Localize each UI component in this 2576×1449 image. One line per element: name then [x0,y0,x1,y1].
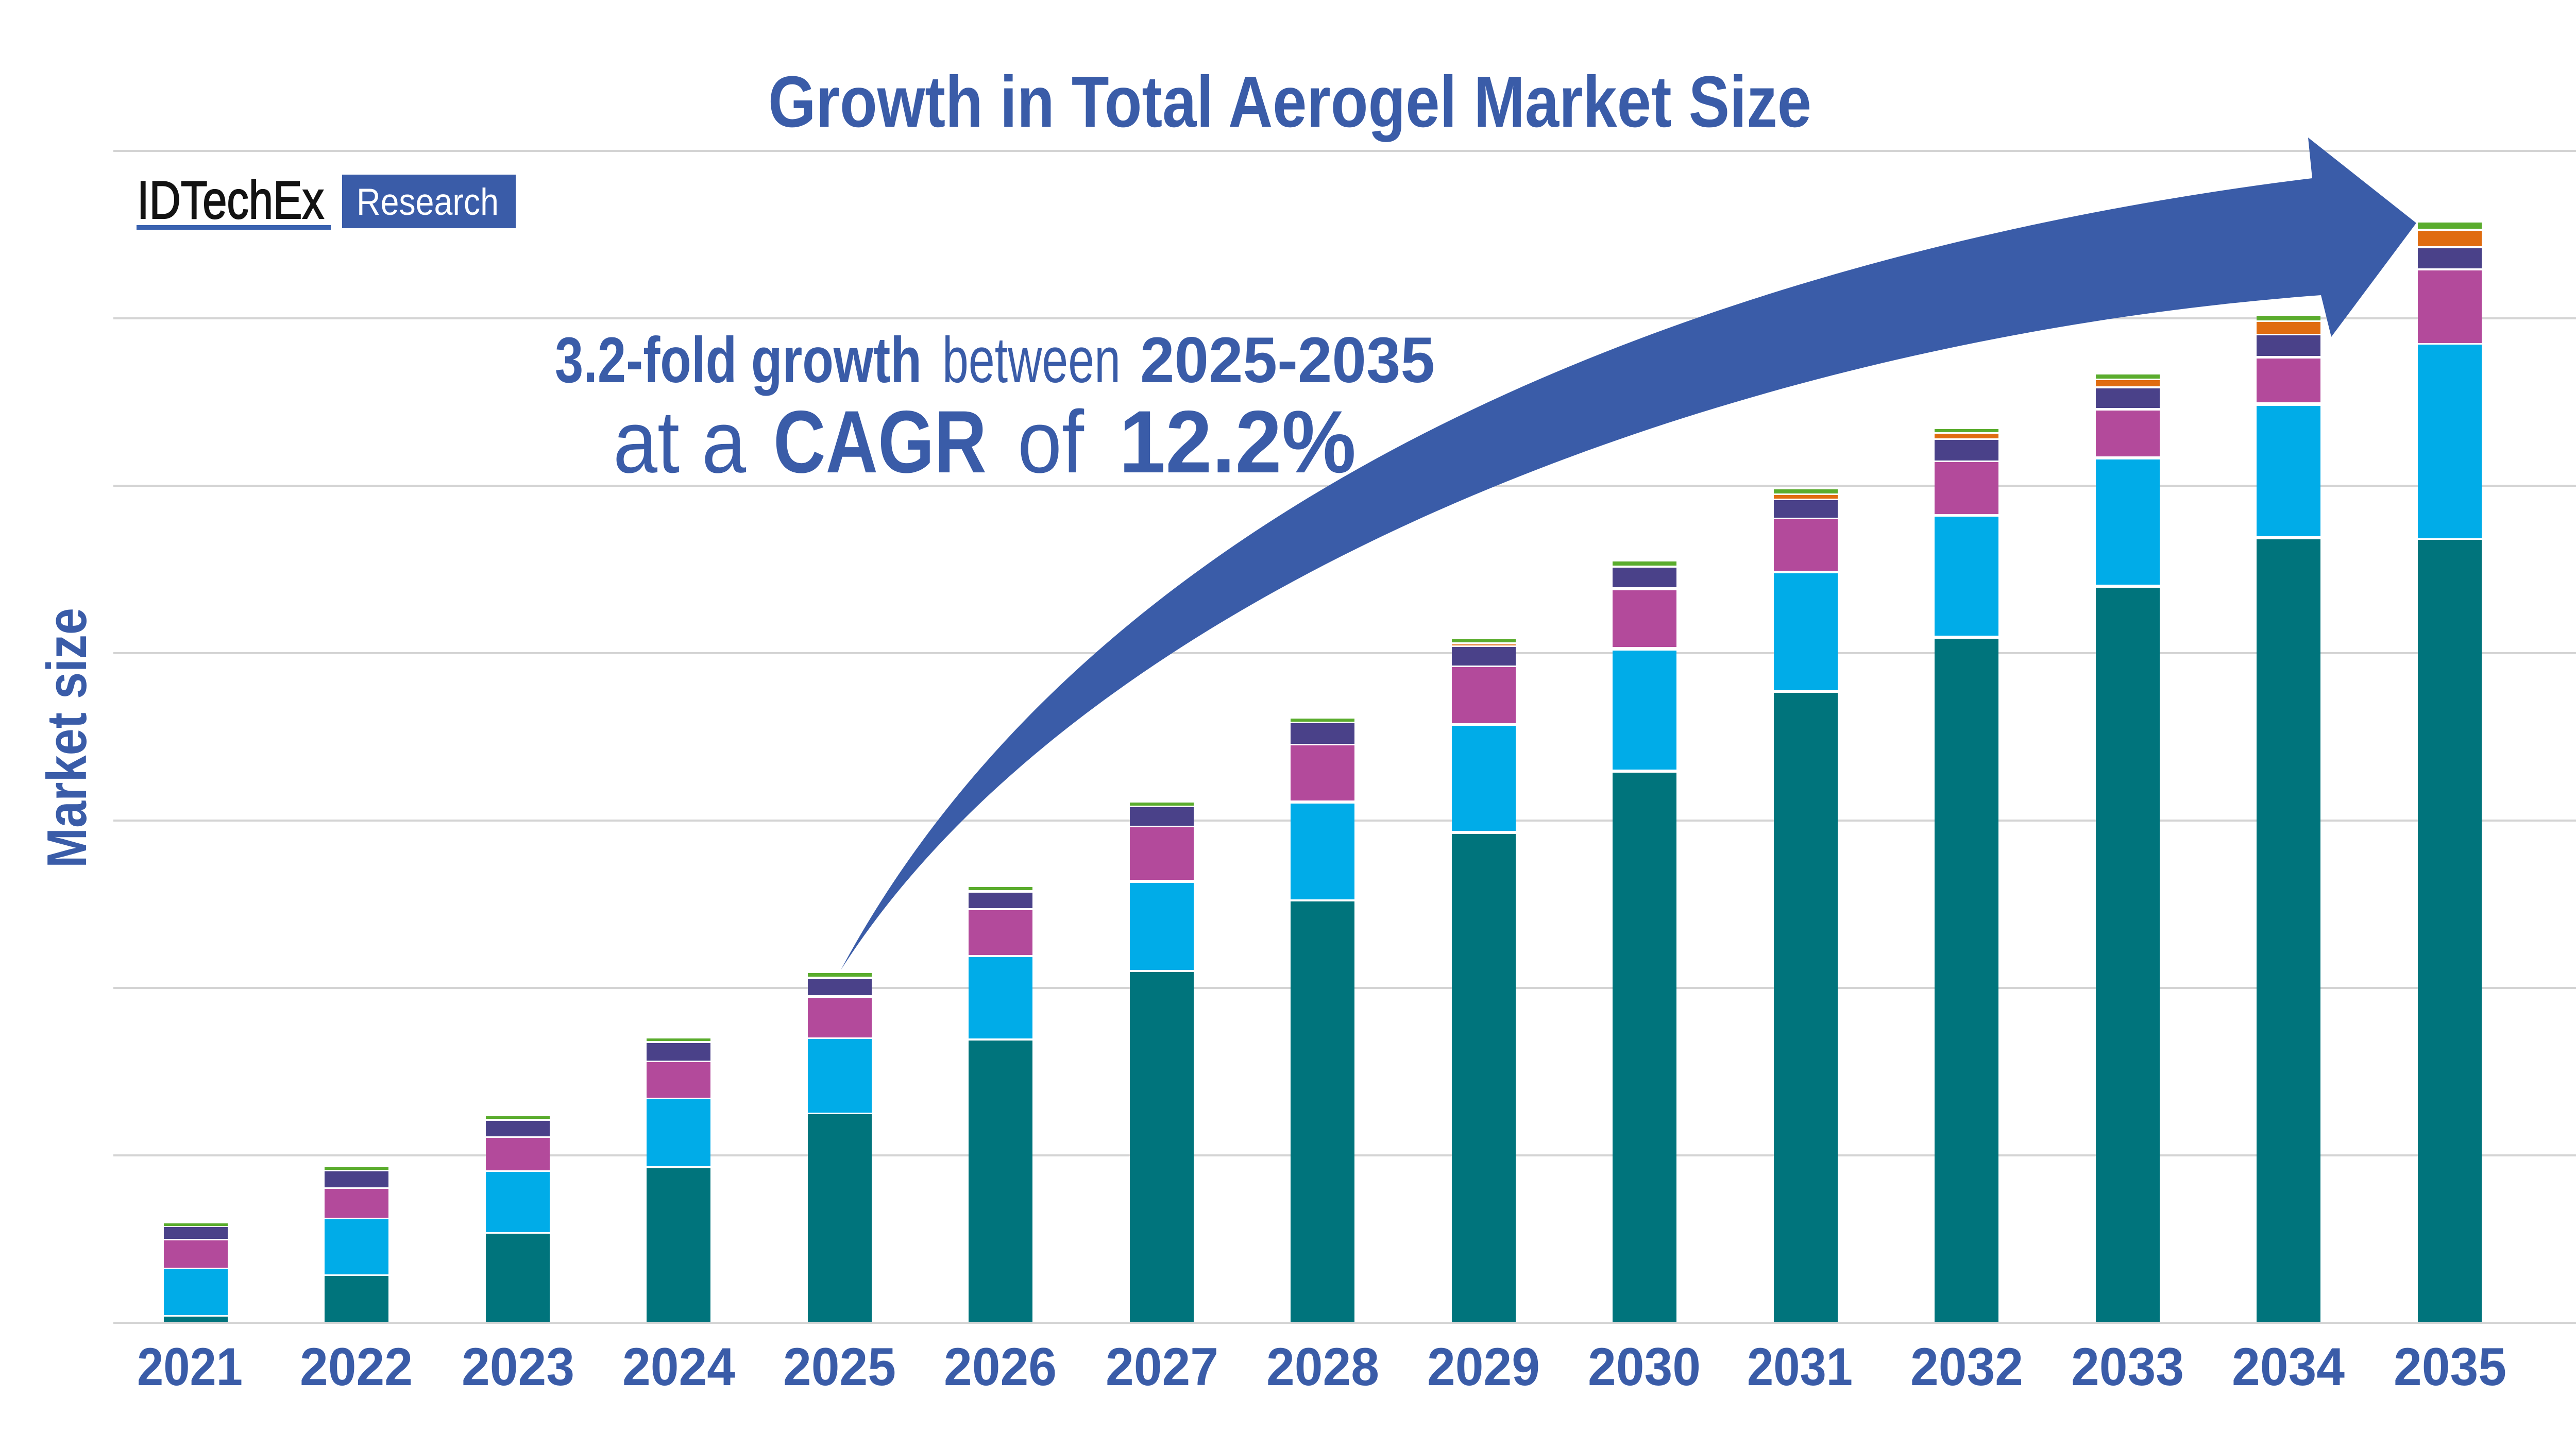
svg-text:Market size: Market size [36,608,98,868]
svg-text:2033: 2033 [2071,1337,2184,1397]
svg-text:CAGR: CAGR [773,393,987,491]
svg-text:12.2%: 12.2% [1119,393,1356,491]
svg-text:2035: 2035 [2394,1337,2506,1397]
svg-text:2026: 2026 [944,1337,1057,1397]
svg-text:of: of [1018,393,1084,491]
svg-text:Research: Research [357,181,499,223]
svg-text:2024: 2024 [622,1337,735,1397]
svg-text:2028: 2028 [1266,1337,1379,1397]
svg-text:2022: 2022 [300,1337,413,1397]
svg-text:between: between [942,325,1121,396]
svg-text:2025-2035: 2025-2035 [1140,325,1435,396]
svg-text:2021: 2021 [137,1337,243,1397]
svg-text:2023: 2023 [462,1337,574,1397]
svg-text:2030: 2030 [1588,1337,1701,1397]
svg-text:at a: at a [613,393,746,491]
svg-text:2031: 2031 [1747,1337,1853,1397]
svg-text:2025: 2025 [783,1337,896,1397]
svg-text:2034: 2034 [2232,1337,2345,1397]
svg-text:2032: 2032 [1910,1337,2023,1397]
svg-text:Growth in Total Aerogel Market: Growth in Total Aerogel Market Size [768,61,1811,142]
svg-text:3.2-fold growth: 3.2-fold growth [555,325,922,396]
svg-text:2029: 2029 [1427,1337,1540,1397]
svg-text:IDTechEx: IDTechEx [137,171,324,230]
svg-text:2027: 2027 [1106,1337,1218,1397]
